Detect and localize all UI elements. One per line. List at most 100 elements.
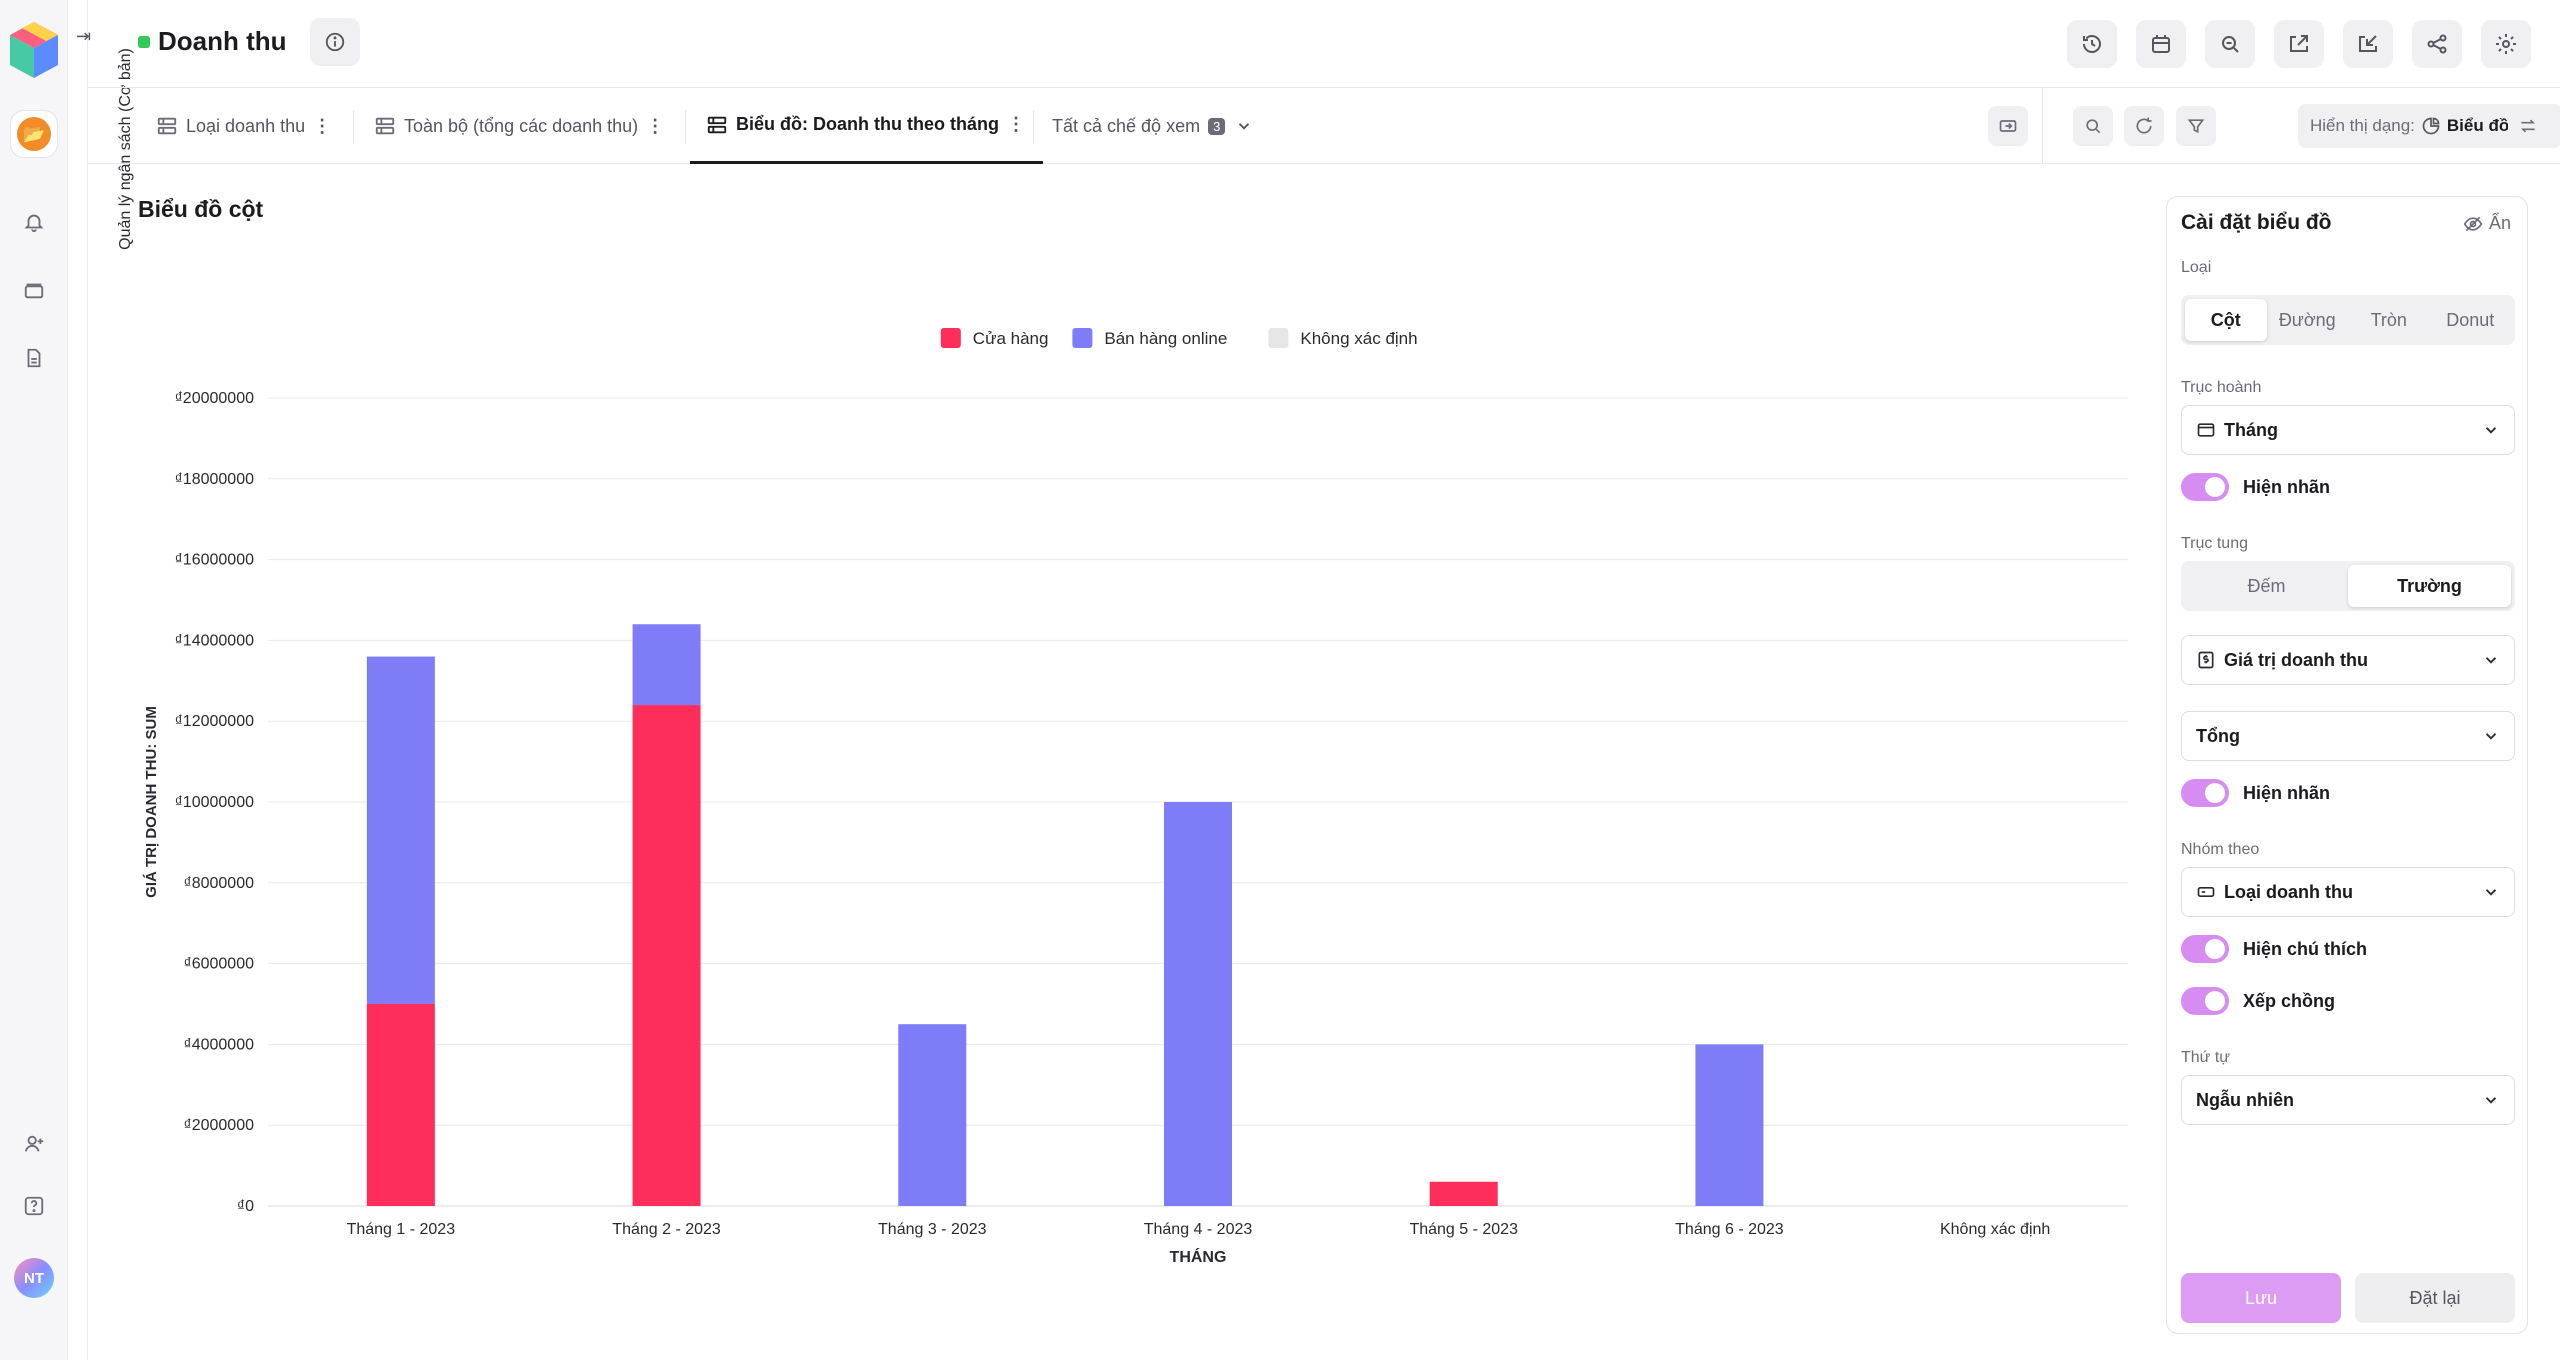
legend-swatch	[940, 328, 961, 348]
chart-type-pie-option[interactable]: Tròn	[2370, 309, 2407, 330]
document-icon[interactable]	[20, 344, 48, 372]
bar-segment[interactable]	[366, 1004, 435, 1206]
filter-button[interactable]	[2176, 106, 2216, 146]
x-tick-label: Tháng 3 - 2023	[878, 1221, 987, 1238]
y-tick-label: ₫10000000	[175, 794, 255, 811]
show-legend-toggle[interactable]: Hiện chú thích	[2181, 935, 2367, 963]
legend-label: Cửa hàng	[973, 329, 1049, 348]
y-tick-label: ₫18000000	[175, 471, 255, 488]
aggregate-value: Tổng	[2196, 725, 2240, 746]
import-button[interactable]	[2343, 20, 2393, 68]
hide-label: Ẩn	[2488, 213, 2511, 233]
calendar-field-icon	[2196, 420, 2216, 440]
x-axis-label: Trục hoành	[2181, 379, 2262, 396]
app-logo-icon[interactable]	[6, 18, 62, 82]
y-tick-label: ₫12000000	[175, 713, 255, 730]
calendar-button[interactable]	[2136, 20, 2186, 68]
chevron-down-icon	[2482, 651, 2500, 669]
show-x-labels-toggle[interactable]: Hiện nhãn	[2181, 473, 2330, 501]
more-options-icon[interactable]: ⋮	[1006, 114, 1025, 134]
more-options-icon[interactable]: ⋮	[646, 115, 665, 136]
refresh-view-button[interactable]	[1988, 106, 2028, 146]
order-label: Thứ tự	[2181, 1049, 2230, 1066]
user-avatar[interactable]: NT	[14, 1258, 54, 1298]
expand-sidebar-icon[interactable]: ⇥	[76, 26, 92, 46]
bar-segment[interactable]	[632, 624, 701, 706]
chart-type-line-option[interactable]: Đường	[2278, 309, 2336, 330]
tab-revenue-type[interactable]: Loại doanh thu ⋮	[156, 88, 331, 164]
toggle-switch[interactable]	[2181, 473, 2229, 501]
folder-icon: 📂	[17, 117, 51, 151]
search-icon	[2086, 119, 2101, 134]
order-select[interactable]: Ngẫu nhiên	[2181, 1075, 2515, 1125]
legend-label: Không xác định	[1300, 329, 1417, 348]
reload-icon	[2136, 117, 2152, 134]
toggle-switch[interactable]	[2181, 987, 2229, 1015]
redo-icon	[1999, 120, 2017, 132]
history-button[interactable]	[2067, 20, 2117, 68]
tab-label: Tất cả chế độ xem	[1052, 115, 1201, 136]
bar-segment[interactable]	[366, 656, 435, 1004]
chart-type-label: Loại	[2181, 259, 2212, 276]
y-axis-count-option[interactable]: Đếm	[2247, 575, 2286, 596]
zoom-icon	[2222, 36, 2239, 53]
more-options-icon[interactable]: ⋮	[313, 115, 332, 136]
show-y-labels-toggle[interactable]: Hiện nhãn	[2181, 779, 2330, 807]
tab-monthly-revenue-chart[interactable]: Biểu đồ: Doanh thu theo tháng ⋮	[690, 88, 1043, 164]
aggregate-select[interactable]: Tổng	[2181, 711, 2515, 761]
bell-icon[interactable]	[20, 208, 48, 236]
y-field-select[interactable]: Giá trị doanh thu	[2181, 635, 2515, 685]
chart-legend: Cửa hàng Bán hàng online Không xác định	[940, 328, 1418, 348]
bar-segment[interactable]	[632, 705, 701, 1206]
info-icon	[325, 32, 345, 52]
bar-chart: Cửa hàng Bán hàng online Không xác định Th…	[143, 328, 2128, 1266]
bar-segment[interactable]	[1695, 1044, 1764, 1206]
table-view-icon	[374, 115, 396, 137]
tab-label: Loại doanh thu	[186, 115, 306, 136]
tab-divider	[1033, 110, 1034, 144]
status-dot-icon	[138, 35, 150, 48]
chevron-down-icon	[1235, 117, 1253, 135]
export-button[interactable]	[2274, 20, 2324, 68]
tab-divider	[353, 110, 354, 144]
workspace-app-button[interactable]: 📂	[10, 110, 58, 158]
toggle-switch[interactable]	[2181, 935, 2229, 963]
help-icon[interactable]	[20, 1192, 48, 1220]
tab-all-views[interactable]: Tất cả chế độ xem 3	[1052, 88, 1253, 164]
tab-all-revenue[interactable]: Toàn bộ (tổng các doanh thu) ⋮	[374, 88, 664, 164]
add-user-icon[interactable]	[20, 1130, 48, 1158]
chart-y-tick-labels: ₫0 ₫2000000 ₫4000000 ₫6000000 ₫8000000 ₫10000…	[175, 390, 255, 1215]
swap-layout-button[interactable]	[2508, 106, 2548, 146]
bar-segment[interactable]	[1164, 802, 1232, 1206]
tab-divider	[685, 110, 686, 144]
chart-x-tick-labels: Tháng 1 - 2023 Tháng 2 - 2023 Tháng 3 - 20…	[347, 1221, 2051, 1238]
stacked-toggle[interactable]: Xếp chồng	[2181, 987, 2335, 1015]
views-count-badge: 3	[1208, 117, 1226, 135]
chart-type-bar-option[interactable]: Cột	[2185, 299, 2267, 341]
briefcase-icon[interactable]	[20, 276, 48, 304]
settings-button[interactable]	[2481, 20, 2531, 68]
x-axis-select[interactable]: Tháng	[2181, 405, 2515, 455]
share-button[interactable]	[2412, 20, 2462, 68]
bar-segment[interactable]	[1429, 1181, 1498, 1206]
y-axis-field-option[interactable]: Trường	[2348, 565, 2511, 607]
y-axis-segmented: Đếm Trường	[2181, 561, 2515, 611]
hide-panel-button[interactable]: Ẩn	[2463, 213, 2511, 234]
reload-button[interactable]	[2124, 106, 2164, 146]
display-mode-prefix: Hiển thị dạng:	[2310, 116, 2415, 135]
toggle-switch[interactable]	[2181, 779, 2229, 807]
top-header: Doanh thu	[88, 0, 2560, 88]
page-title: Doanh thu	[138, 26, 287, 57]
group-by-select[interactable]: Loại doanh thu	[2181, 867, 2515, 917]
toolbar-divider	[2042, 88, 2043, 164]
info-button[interactable]	[310, 18, 360, 66]
zoom-search-button[interactable]	[2205, 20, 2255, 68]
save-button[interactable]: Lưu	[2181, 1273, 2341, 1323]
currency-field-icon	[2196, 650, 2216, 670]
search-button[interactable]	[2073, 106, 2113, 146]
group-by-value: Loại doanh thu	[2224, 881, 2353, 902]
chart-type-donut-option[interactable]: Donut	[2446, 309, 2495, 330]
y-axis-label: Trục tung	[2181, 535, 2248, 552]
reset-button[interactable]: Đặt lại	[2355, 1273, 2515, 1323]
bar-segment[interactable]	[898, 1024, 967, 1206]
